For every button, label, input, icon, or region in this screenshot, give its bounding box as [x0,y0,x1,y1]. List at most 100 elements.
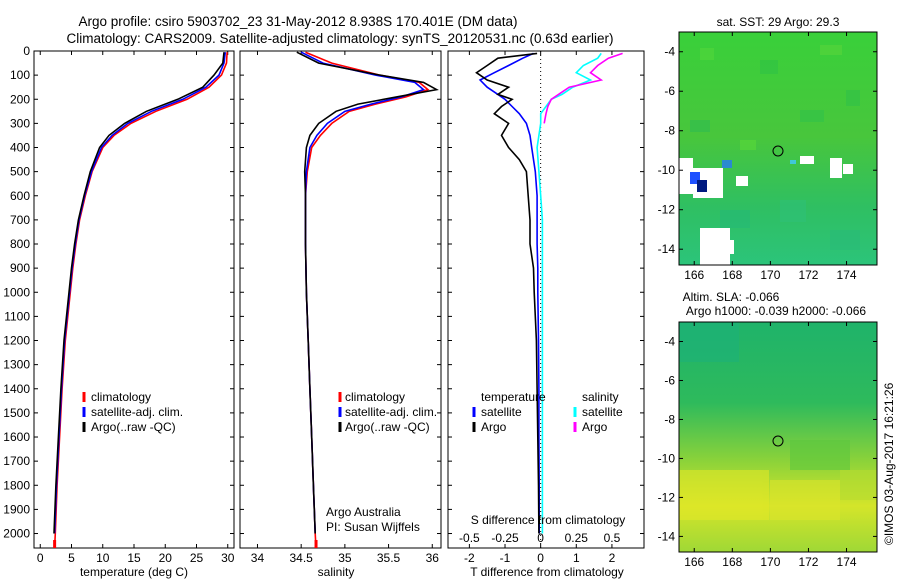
legend-temp-satellite: satellite [481,405,522,419]
depth-tick-label: 700 [10,213,30,227]
map-y-tick-label: -8 [664,124,675,138]
x-tick-label: 0 [37,551,44,565]
legend-climatology: climatology [345,390,405,404]
sla-map-title-line1: Altim. SLA: -0.066 [683,290,780,304]
sst-map-axes: 166 168 170 172 174 -4 -6 -8 -10 -12 -14 [658,32,877,282]
map-y-tick-label: -12 [658,490,676,504]
sla-map-title-line2: Argo h1000: -0.039 h2000: -0.066 [686,304,866,318]
plot-frame [447,50,645,549]
depth-tick-label: 200 [10,92,30,106]
header-title: Argo profile: csiro 5903702_23 31-May-20… [78,14,517,29]
depth-tick-label: 1300 [3,358,30,372]
s-tick-label: 0 [537,531,544,545]
x-tick-label: -1 [500,551,511,565]
x-tick-label: 2 [609,551,616,565]
map-x-tick-label: 174 [837,268,857,282]
difference-panel: -2 -1 0 1 2 -0.5 -0.25 0 0.25 0.5 [447,50,645,565]
map-y-tick-label: -10 [658,451,676,465]
map-y-tick-label: -4 [664,45,675,59]
series-line-1 [478,52,541,534]
x-tick-label: 30 [221,551,235,565]
legend-argo: Argo(..raw -QC) [91,420,176,434]
legend-sal-argo: Argo [582,420,608,434]
x-tick-label: 15 [127,551,141,565]
x-tick-label: 35 [338,551,352,565]
temperature-legend: climatology satellite-adj. clim. Argo(..… [82,390,183,434]
x-tick-label: 34.5 [289,551,313,565]
depth-tick-label: 2000 [3,527,30,541]
legend-sal-satellite: satellite [582,405,623,419]
x-tick-label: 35.5 [377,551,401,565]
x-tick-label: 20 [159,551,173,565]
sla-map-texture [679,322,877,520]
sst-missing-data [679,156,853,265]
depth-tick-label: 400 [10,141,30,155]
salinity-panel: 34 34.5 35 35.5 36 [239,50,442,565]
series-line-1 [53,52,228,549]
map-x-tick-label: 168 [722,555,742,569]
depth-tick-label: 1600 [3,430,30,444]
depth-tick-label: 1500 [3,406,30,420]
depth-tick-label: 1800 [3,478,30,492]
annotation-argo-australia: Argo Australia [326,505,401,519]
depth-tick-label: 1100 [4,309,30,323]
temperature-axis-label: temperature (deg C) [80,565,188,579]
salinity-legend: climatology satellite-adj. clim. Argo(..… [338,390,437,434]
depth-tick-label: 800 [10,237,30,251]
timestamp-stamp: ©IMOS 03-Aug-2017 16:21:26 [882,382,896,545]
salinity-axis-label: salinity [318,565,355,579]
sst-map-title: sat. SST: 29 Argo: 29.3 [717,15,840,29]
s-tick-label: -0.5 [459,531,480,545]
plot-frame [33,50,235,549]
plot-frame [239,50,442,549]
x-tick-label: -2 [464,551,475,565]
map-y-tick-label: -6 [664,84,675,98]
map-y-tick-label: -14 [658,242,676,256]
depth-tick-label: 900 [10,261,30,275]
depth-tick-label: 1700 [3,454,30,468]
x-tick-label: 5 [68,551,75,565]
depth-tick-label: 1200 [3,334,30,348]
legend-header-salinity: salinity [582,390,619,404]
annotation-pi: PI: Susan Wijffels [326,520,420,534]
x-tick-label: 0 [537,551,544,565]
map-x-tick-label: 166 [684,555,704,569]
s-tick-label: 0.5 [604,531,621,545]
map-x-tick-label: 168 [722,268,742,282]
s-tick-label: 0.25 [565,531,589,545]
series-line-3 [536,52,602,534]
legend-temp-argo: Argo [481,420,507,434]
difference-axis-label: T difference from climatology [470,565,624,579]
map-y-tick-label: -14 [658,529,676,543]
series-line-2 [53,52,227,534]
map-y-tick-label: -12 [658,203,676,217]
legend-satellite-adj: satellite-adj. clim. [91,405,183,419]
depth-tick-label: 1000 [3,285,30,299]
map-y-tick-label: -6 [664,373,675,387]
legend-satellite-adj: satellite-adj. clim. [345,405,437,419]
depth-tick-label: 300 [10,116,30,130]
sst-argo-marker [772,145,784,157]
map-y-tick-label: -8 [664,412,675,426]
map-x-tick-label: 170 [760,268,780,282]
difference-legend: temperature satellite Argo salinity sate… [472,390,623,434]
depth-tick-label: 1900 [3,502,30,516]
depth-tick-label: 600 [10,189,30,203]
temperature-panel: 0100200300400500600700800900100011001200… [3,44,234,565]
sla-map-axes: 166 168 170 172 174 -4 -6 -8 -10 -12 -14 [658,322,877,569]
series-line-3 [53,52,225,534]
x-tick-label: 1 [573,551,580,565]
s-tick-label: -0.25 [491,531,519,545]
series-line-3 [296,51,439,534]
map-x-tick-label: 174 [837,555,857,569]
s-difference-axis-label: S difference from climatology [471,513,626,527]
map-y-tick-label: -10 [658,163,676,177]
legend-header-temperature: temperature [481,390,546,404]
depth-tick-label: 0 [23,44,30,58]
sla-map [678,321,878,553]
legend-argo: Argo(..raw -QC) [345,420,430,434]
map-x-tick-label: 166 [684,268,704,282]
x-tick-label: 25 [190,551,204,565]
sst-map [678,31,878,266]
depth-tick-label: 500 [10,165,30,179]
